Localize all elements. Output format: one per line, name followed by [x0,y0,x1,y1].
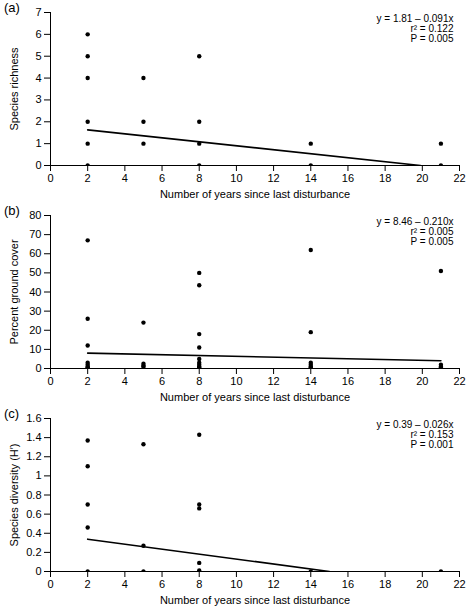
svg-text:8: 8 [196,375,202,387]
svg-text:18: 18 [379,172,391,184]
svg-text:2: 2 [35,115,41,127]
svg-text:Number of years since last dis: Number of years since last disturbance [160,391,350,403]
svg-text:40: 40 [29,286,41,298]
svg-text:10: 10 [230,578,242,590]
svg-text:6: 6 [159,375,165,387]
svg-text:16: 16 [342,375,354,387]
html-text:(b): (b) [4,203,20,218]
svg-text:5: 5 [35,50,41,62]
svg-text:4: 4 [122,375,128,387]
svg-text:1.4: 1.4 [26,431,41,443]
svg-text:10: 10 [230,375,242,387]
svg-text:3: 3 [35,93,41,105]
svg-text:20: 20 [416,172,428,184]
svg-text:0: 0 [47,578,53,590]
svg-text:18: 18 [379,578,391,590]
svg-text:10: 10 [230,172,242,184]
svg-text:8: 8 [196,578,202,590]
svg-text:18: 18 [379,375,391,387]
svg-text:20: 20 [29,324,41,336]
svg-text:12: 12 [267,172,279,184]
svg-text:0.6: 0.6 [26,508,41,520]
svg-text:Number of years since last dis: Number of years since last disturbance [160,594,350,606]
svg-text:20: 20 [416,375,428,387]
svg-text:20: 20 [416,578,428,590]
svg-text:30: 30 [29,305,41,317]
svg-text:4: 4 [122,578,128,590]
svg-text:4: 4 [122,172,128,184]
svg-text:0: 0 [35,565,41,577]
svg-text:y = 8.46 – 0.210xr² = 0.005P =: y = 8.46 – 0.210xr² = 0.005P = 0.005 [376,216,453,247]
svg-text:Number of years since last dis: Number of years since last disturbance [160,188,350,200]
svg-text:22: 22 [453,578,465,590]
svg-text:16: 16 [342,172,354,184]
svg-text:6: 6 [159,578,165,590]
svg-text:0: 0 [35,159,41,171]
html-text:(a): (a) [4,0,20,15]
svg-text:22: 22 [453,375,465,387]
svg-text:Species diversity (H′): Species diversity (H′) [8,444,20,547]
svg-text:6: 6 [35,28,41,40]
svg-text:22: 22 [453,172,465,184]
svg-text:0.8: 0.8 [26,489,41,501]
svg-text:12: 12 [267,375,279,387]
svg-text:1.2: 1.2 [26,450,41,462]
svg-text:Percent ground cover: Percent ground cover [8,239,20,345]
svg-text:14: 14 [305,172,317,184]
svg-text:1: 1 [35,137,41,149]
svg-text:2: 2 [85,375,91,387]
svg-text:8: 8 [196,172,202,184]
svg-text:6: 6 [159,172,165,184]
html-text:(c): (c) [4,406,20,421]
svg-text:60: 60 [29,247,41,259]
svg-text:1: 1 [35,469,41,481]
svg-text:y = 0.39 – 0.026xr² = 0.153P =: y = 0.39 – 0.026xr² = 0.153P = 0.001 [376,419,453,450]
svg-text:16: 16 [342,578,354,590]
svg-text:0: 0 [35,362,41,374]
svg-text:12: 12 [267,578,279,590]
svg-text:2: 2 [85,172,91,184]
svg-text:Species richness: Species richness [8,47,20,131]
svg-text:0.4: 0.4 [26,527,41,539]
svg-text:10: 10 [29,343,41,355]
svg-text:2: 2 [85,578,91,590]
svg-text:7: 7 [35,6,41,18]
svg-text:0.2: 0.2 [26,546,41,558]
svg-text:80: 80 [29,209,41,221]
svg-text:0: 0 [47,172,53,184]
svg-text:1.6: 1.6 [26,412,41,424]
svg-text:14: 14 [305,578,317,590]
svg-text:4: 4 [35,72,41,84]
svg-text:14: 14 [305,375,317,387]
svg-text:70: 70 [29,228,41,240]
svg-text:0: 0 [47,375,53,387]
svg-text:50: 50 [29,266,41,278]
svg-text:y = 1.81 – 0.091xr² = 0.122P =: y = 1.81 – 0.091xr² = 0.122P = 0.005 [376,13,453,44]
